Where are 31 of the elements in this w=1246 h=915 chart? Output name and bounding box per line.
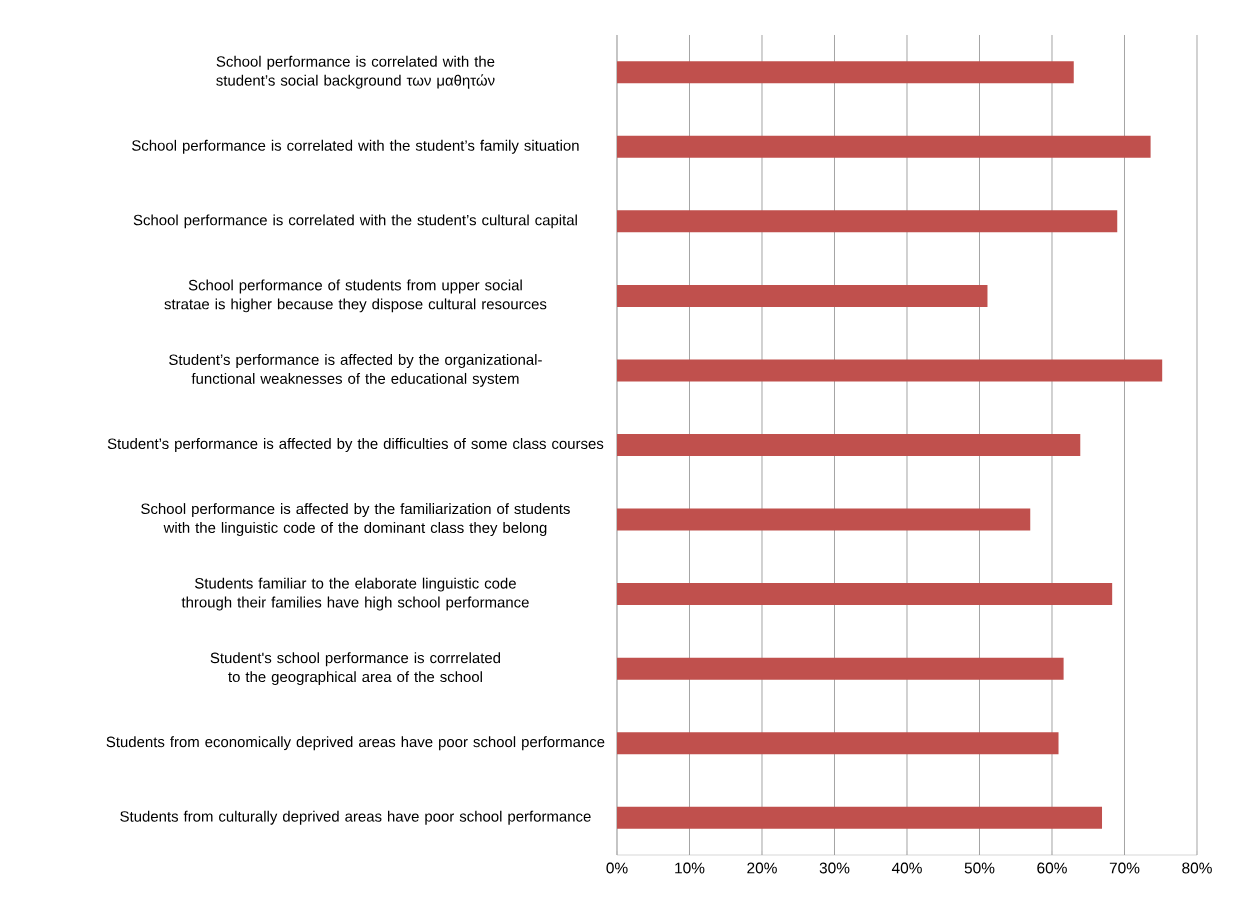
y-tick-label: School performance is correlated with the student’s family situation bbox=[132, 139, 579, 154]
y-tick-label: Student's school performance is corrrelated to the geographical area of the school bbox=[210, 652, 501, 686]
x-tick-label: 40% bbox=[891, 862, 922, 874]
bar bbox=[617, 806, 1103, 829]
y-tick-label: Student’s performance is affected by the difficulties of some class courses bbox=[107, 438, 604, 452]
y-tick-label: School performance is correlated with the student’s cultural capital bbox=[133, 214, 577, 229]
y-tick-label: School performance is affected by the familiarization of students with the linguistic code of the dominant class they belong bbox=[141, 503, 570, 536]
x-tick-label: 70% bbox=[1109, 862, 1140, 874]
y-tick-label: Student’s performance is affected by the organizational-functional weaknesses of the educational system bbox=[169, 354, 542, 387]
bar bbox=[617, 508, 1031, 531]
y-tick-label: Students familiar to the elaborate linguistic code through their families have high school performance bbox=[181, 577, 529, 611]
x-tick-label: 50% bbox=[964, 862, 995, 874]
x-tick-label: 20% bbox=[747, 862, 777, 874]
x-tick-label: 10% bbox=[675, 862, 705, 874]
y-tick-label: Students from economically deprived areas have poor school performance bbox=[106, 736, 605, 751]
bar bbox=[617, 359, 1163, 382]
bar bbox=[617, 583, 1113, 606]
bar bbox=[617, 657, 1064, 680]
x-tick-label: 0% bbox=[606, 862, 628, 874]
bar bbox=[617, 210, 1118, 233]
y-tick-label: School performance of students from upper social stratae is higher because they dispose cultural resources bbox=[164, 279, 547, 313]
y-tick-label: Students from culturally deprived areas have poor school performance bbox=[120, 810, 591, 825]
bar bbox=[617, 284, 988, 307]
bar bbox=[617, 61, 1074, 84]
x-tick-label: 80% bbox=[1182, 862, 1212, 874]
y-tick-label: School performance is correlated with the student’s social background των μαθητών bbox=[216, 55, 495, 89]
bar bbox=[617, 135, 1151, 158]
x-tick-label: 60% bbox=[1037, 862, 1067, 874]
x-tick-label: 30% bbox=[819, 862, 850, 874]
bar bbox=[617, 732, 1059, 755]
bar bbox=[617, 434, 1081, 456]
